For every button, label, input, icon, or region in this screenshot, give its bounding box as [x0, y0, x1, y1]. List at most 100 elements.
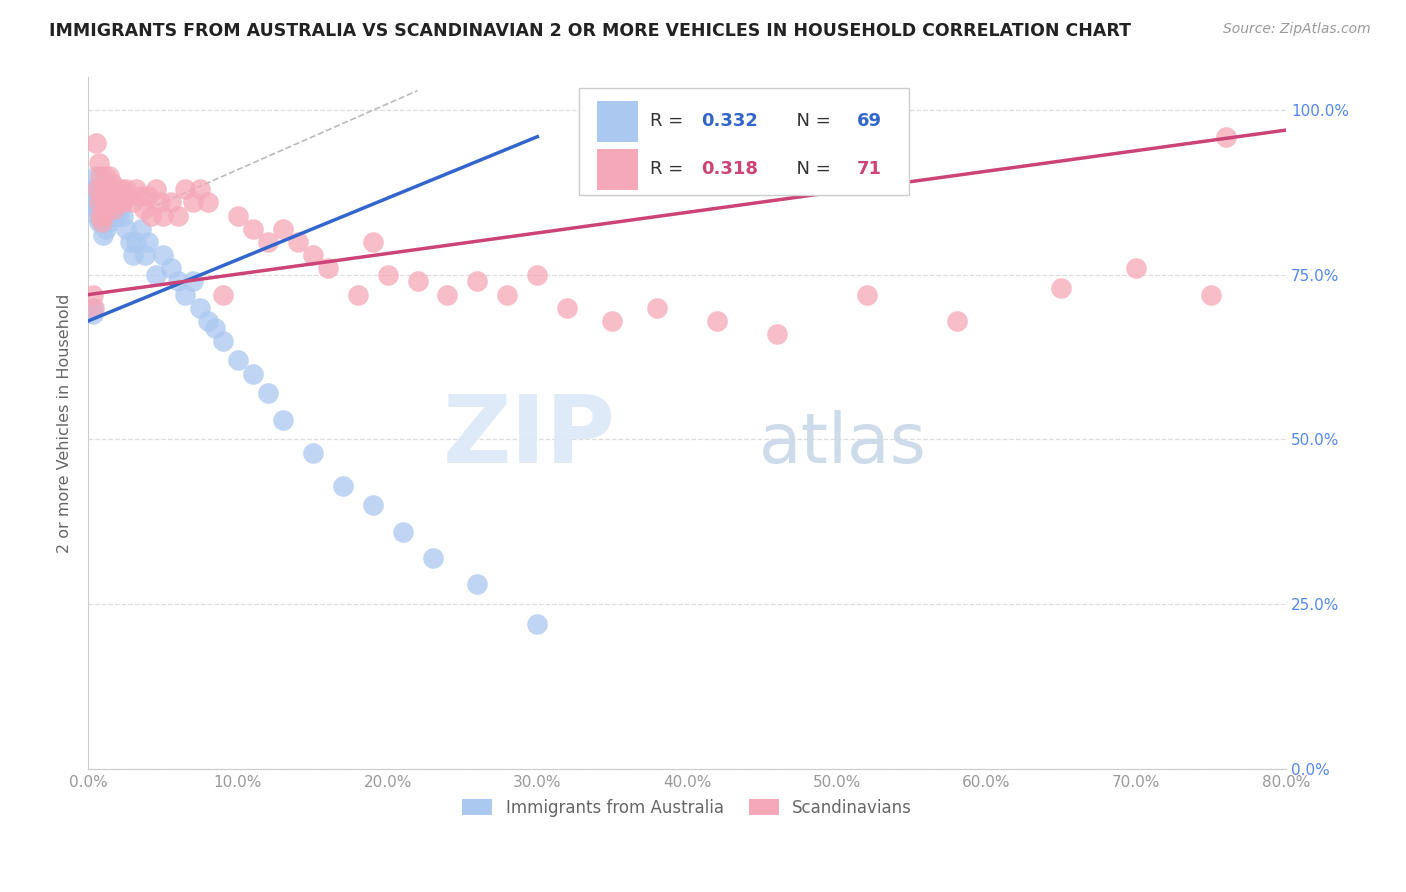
Point: [301, 248, 323, 262]
Point: [181, 195, 204, 210]
Point: [181, 275, 204, 289]
Point: [1199, 287, 1222, 301]
Point: [645, 301, 668, 315]
Point: [197, 314, 219, 328]
Point: [94, 195, 117, 210]
Point: [84, 136, 107, 151]
Point: [108, 195, 131, 210]
Point: [190, 301, 212, 315]
Point: [197, 195, 219, 210]
Point: [91, 209, 114, 223]
Point: [87, 189, 110, 203]
Point: [86, 209, 108, 223]
Point: [855, 287, 877, 301]
Point: [152, 209, 174, 223]
Point: [84, 189, 107, 203]
Point: [152, 248, 174, 262]
Point: [129, 222, 152, 236]
Point: [1125, 261, 1147, 276]
Point: [108, 202, 131, 216]
Point: [111, 195, 134, 210]
Point: [91, 182, 114, 196]
Point: [107, 182, 129, 196]
Point: [90, 215, 112, 229]
Point: [271, 222, 294, 236]
Text: ZIP: ZIP: [443, 391, 616, 483]
Point: [377, 268, 399, 282]
Point: [93, 169, 115, 183]
Point: [94, 189, 117, 203]
Point: [98, 169, 121, 183]
Point: [105, 195, 128, 210]
Point: [167, 275, 190, 289]
Point: [226, 353, 249, 368]
Point: [120, 235, 142, 249]
Point: [91, 182, 114, 196]
Point: [361, 498, 384, 512]
Point: [174, 182, 197, 196]
Point: [94, 182, 117, 196]
Point: [204, 320, 226, 334]
Y-axis label: 2 or more Vehicles in Household: 2 or more Vehicles in Household: [58, 293, 72, 553]
Point: [256, 386, 278, 401]
Point: [100, 209, 122, 223]
Point: [1215, 129, 1237, 144]
Point: [90, 189, 112, 203]
Point: [87, 215, 110, 229]
Point: [122, 248, 145, 262]
Point: [212, 334, 235, 348]
Point: [159, 261, 181, 276]
Text: Source: ZipAtlas.com: Source: ZipAtlas.com: [1223, 22, 1371, 37]
Point: [90, 202, 112, 216]
Point: [316, 261, 339, 276]
Point: [89, 195, 111, 210]
Point: [90, 215, 112, 229]
Point: [945, 314, 967, 328]
Point: [122, 195, 145, 210]
Text: IMMIGRANTS FROM AUSTRALIA VS SCANDINAVIAN 2 OR MORE VEHICLES IN HOUSEHOLD CORREL: IMMIGRANTS FROM AUSTRALIA VS SCANDINAVIA…: [49, 22, 1132, 40]
Point: [97, 209, 120, 223]
Point: [91, 228, 114, 243]
Text: 69: 69: [858, 112, 882, 130]
Point: [100, 189, 122, 203]
Point: [361, 235, 384, 249]
Point: [346, 287, 368, 301]
Point: [242, 367, 264, 381]
Point: [287, 235, 309, 249]
Point: [136, 189, 159, 203]
Point: [82, 287, 104, 301]
Text: N =: N =: [786, 112, 837, 130]
Point: [83, 301, 105, 315]
FancyBboxPatch shape: [598, 101, 638, 142]
Point: [103, 202, 125, 216]
Point: [93, 195, 115, 210]
Text: 0.318: 0.318: [702, 161, 758, 178]
Point: [111, 209, 134, 223]
Point: [125, 235, 148, 249]
Point: [406, 275, 429, 289]
Point: [94, 222, 117, 236]
Point: [91, 209, 114, 223]
Point: [242, 222, 264, 236]
Point: [271, 413, 294, 427]
Point: [125, 182, 148, 196]
Point: [134, 248, 156, 262]
Point: [117, 189, 139, 203]
Point: [301, 445, 323, 459]
Point: [89, 209, 111, 223]
Point: [87, 202, 110, 216]
Point: [129, 189, 152, 203]
Text: R =: R =: [650, 112, 689, 130]
Point: [600, 314, 623, 328]
Point: [190, 182, 212, 196]
Point: [114, 182, 136, 196]
Point: [422, 550, 444, 565]
Legend: Immigrants from Australia, Scandinavians: Immigrants from Australia, Scandinavians: [456, 792, 918, 824]
FancyBboxPatch shape: [598, 149, 638, 190]
Point: [98, 195, 121, 210]
Point: [136, 235, 159, 249]
Point: [174, 287, 197, 301]
Point: [89, 182, 111, 196]
Text: N =: N =: [786, 161, 837, 178]
Point: [467, 577, 489, 591]
